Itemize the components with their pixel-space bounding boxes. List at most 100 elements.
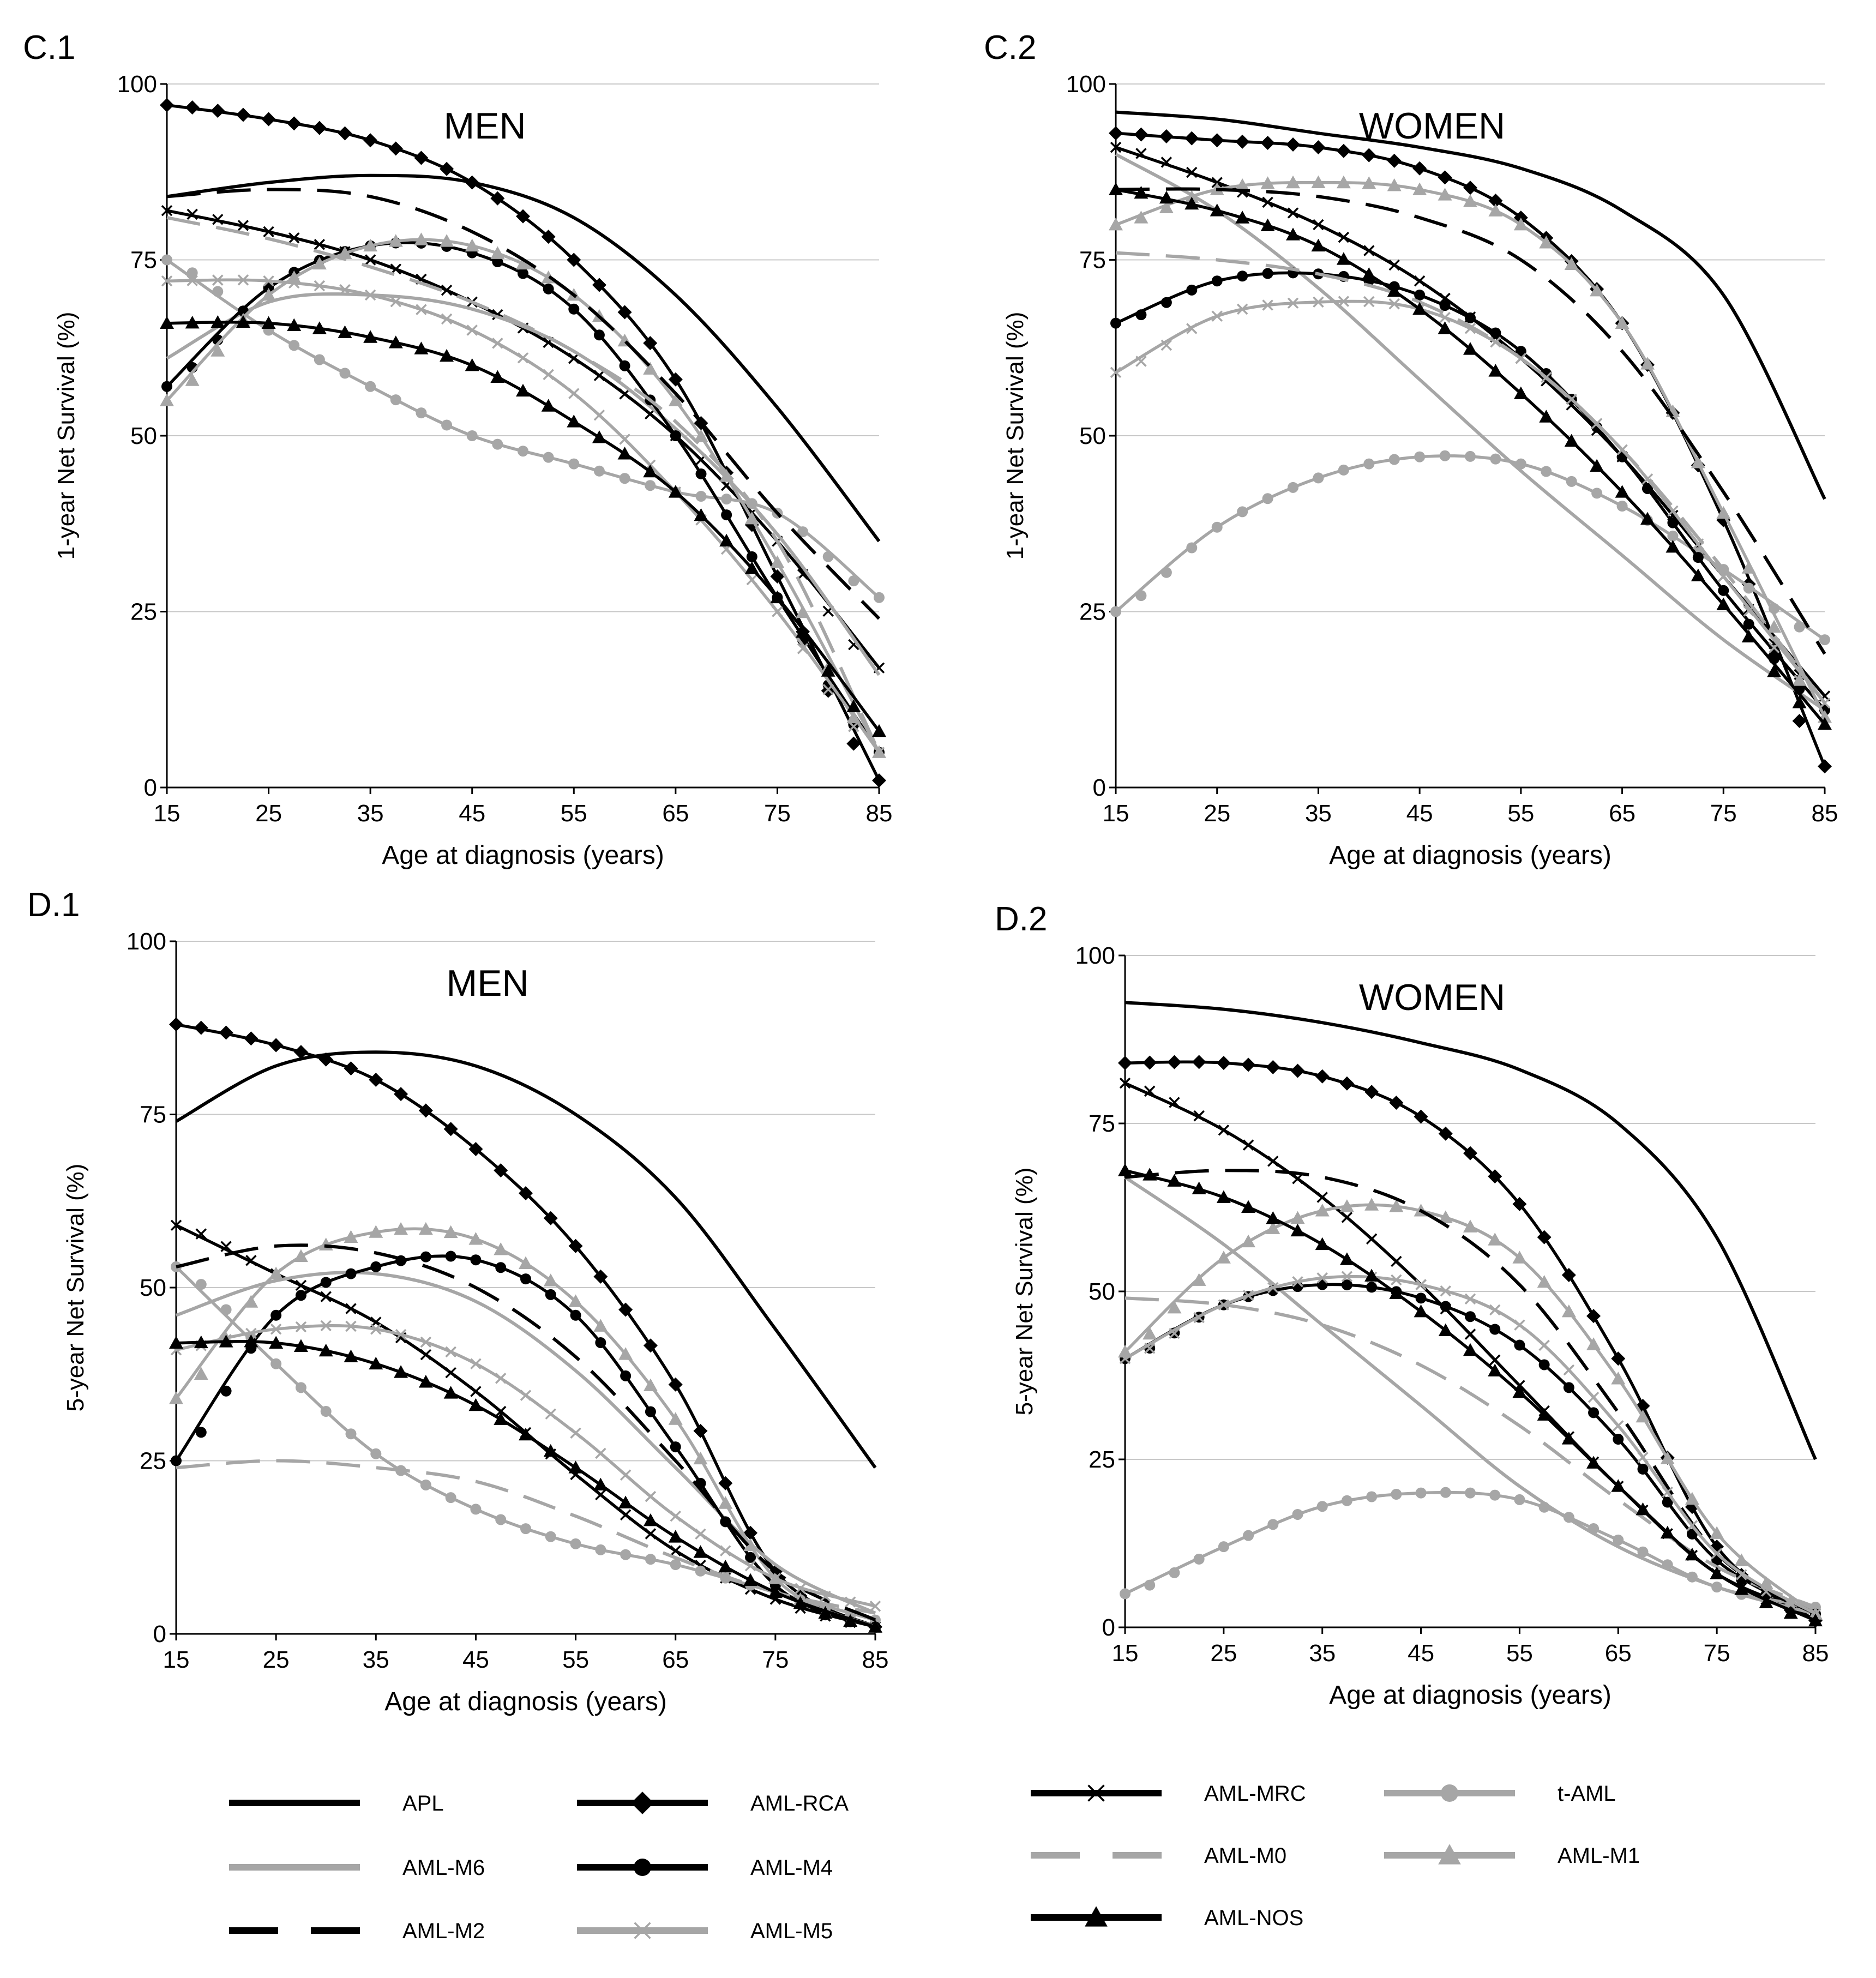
x-tick-label: 85 (1802, 1640, 1829, 1667)
data-point (848, 575, 859, 587)
data-point (1561, 1267, 1576, 1282)
x-tick-label: 85 (862, 1646, 889, 1673)
data-point (1637, 1546, 1649, 1558)
data-point (1110, 317, 1121, 329)
data-point (418, 1375, 433, 1388)
data-point (1515, 352, 1527, 364)
data-point (1110, 141, 1122, 153)
data-point (1109, 126, 1123, 141)
data-point (1586, 1309, 1601, 1324)
series-aml-m6 (1115, 153, 1826, 712)
data-point (244, 1295, 258, 1308)
x-tick-label: 45 (1408, 1640, 1434, 1667)
data-point (441, 284, 453, 296)
panel-label: D.1 (27, 886, 80, 924)
data-point (1292, 1276, 1303, 1288)
data-point (320, 1406, 332, 1417)
data-point (261, 112, 276, 127)
data-point (490, 370, 505, 383)
data-point (345, 1428, 357, 1440)
data-point (1440, 1301, 1451, 1312)
data-point (1767, 620, 1782, 633)
data-point (543, 1211, 558, 1225)
data-point (244, 1031, 258, 1046)
data-point (1143, 1326, 1157, 1340)
data-point (670, 1545, 681, 1556)
data-point (314, 239, 326, 250)
data-point (1143, 1168, 1157, 1181)
data-point (318, 1343, 333, 1357)
data-point (1734, 1582, 1749, 1595)
data-point (440, 348, 454, 362)
x-tick-label: 65 (1609, 800, 1636, 827)
data-point (1186, 166, 1198, 178)
data-point (495, 1373, 507, 1384)
data-point (236, 315, 250, 328)
data-point (388, 141, 403, 156)
data-point (1184, 131, 1199, 146)
data-point (269, 1038, 284, 1053)
data-point (320, 1277, 332, 1288)
data-point (769, 1573, 781, 1584)
data-point (212, 286, 224, 297)
data-point (414, 341, 429, 354)
data-point (369, 1356, 383, 1370)
data-point (1513, 218, 1528, 231)
data-point (1736, 1569, 1747, 1580)
data-point (1564, 434, 1579, 447)
data-point (1716, 506, 1731, 519)
data-point (745, 1552, 756, 1563)
data-point (295, 1290, 306, 1301)
data-point (1235, 134, 1250, 149)
x-tick-label: 35 (357, 800, 384, 827)
series-line (176, 1459, 876, 1615)
x-tick-label: 45 (462, 1646, 489, 1673)
data-point (1566, 476, 1577, 487)
data-point (1488, 1169, 1502, 1184)
panel-label: C.2 (984, 29, 1036, 67)
data-point (1642, 483, 1653, 494)
data-point (195, 1279, 207, 1290)
data-point (543, 1444, 558, 1457)
data-point (1794, 675, 1805, 686)
data-point (1767, 664, 1782, 677)
data-point (568, 1460, 583, 1474)
data-point (1489, 1324, 1501, 1335)
panels: C.1 0 25 50 75 100 15 25 35 45 55 65 75 85 Age at diag… (23, 29, 1838, 1716)
panel-label: D.2 (995, 900, 1047, 938)
series-apl (1115, 110, 1826, 500)
y-tick-label: 75 (140, 1102, 166, 1128)
y-tick-label: 0 (1102, 1614, 1115, 1641)
data-point (1489, 1304, 1501, 1316)
data-point (618, 1347, 633, 1360)
data-point (466, 324, 478, 336)
data-point (1743, 605, 1754, 617)
data-point (364, 289, 376, 301)
data-point (1387, 284, 1402, 297)
data-point (1341, 1271, 1353, 1282)
data-point (1135, 590, 1147, 602)
data-point (1613, 1434, 1624, 1445)
data-point (1389, 1095, 1404, 1110)
data-point (844, 1596, 856, 1608)
data-point (1313, 219, 1324, 231)
legend-label: APL (402, 1791, 444, 1815)
data-point (293, 1339, 308, 1352)
legend-item-aml-m6: AML-M6 (229, 1856, 485, 1880)
data-point (1109, 182, 1123, 195)
data-point (1144, 1085, 1156, 1097)
data-point (160, 393, 174, 406)
data-point (570, 1309, 581, 1321)
data-point (363, 330, 378, 343)
data-point (1636, 1502, 1650, 1516)
data-point (1313, 296, 1324, 308)
data-point (270, 1358, 282, 1369)
data-point (445, 1250, 456, 1262)
data-point (418, 1222, 433, 1235)
data-point (645, 1490, 657, 1502)
data-point (1260, 176, 1275, 189)
data-point (443, 1386, 458, 1399)
data-point (1439, 300, 1451, 311)
data-point (1711, 1548, 1723, 1559)
data-point (1186, 542, 1198, 554)
